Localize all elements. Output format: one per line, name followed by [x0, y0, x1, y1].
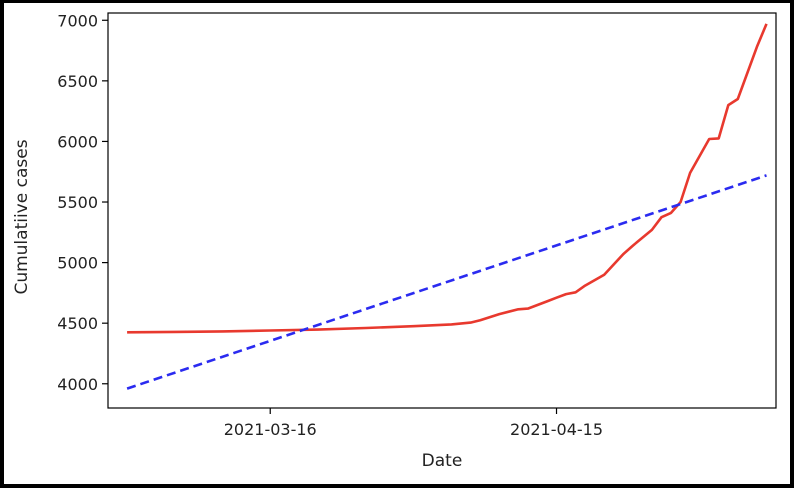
y-tick-label: 5500 [57, 193, 98, 212]
y-tick-label: 6000 [57, 132, 98, 151]
line-chart: 4000 4500 5000 5500 6000 6500 7000 2021-03-16 2… [12, 11, 777, 471]
y-tick-label: 4000 [57, 375, 98, 394]
plot-area-frame [107, 12, 777, 409]
chart-canvas: 4000 4500 5000 5500 6000 6500 7000 2021-03-16 2… [4, 3, 790, 484]
y-tick-label: 4500 [57, 314, 98, 333]
cases-line [127, 23, 768, 334]
x-tick-label: 2021-04-15 [510, 420, 603, 439]
x-tick-label: 2021-03-16 [224, 420, 317, 439]
x-axis-label: Date [422, 451, 463, 471]
dashed-trend-line [126, 174, 767, 390]
y-tick-label: 7000 [57, 11, 98, 30]
y-tick-label: 6500 [57, 72, 98, 91]
y-axis-label: Cumulatiive cases [12, 139, 32, 294]
y-tick-label: 5000 [57, 254, 98, 273]
